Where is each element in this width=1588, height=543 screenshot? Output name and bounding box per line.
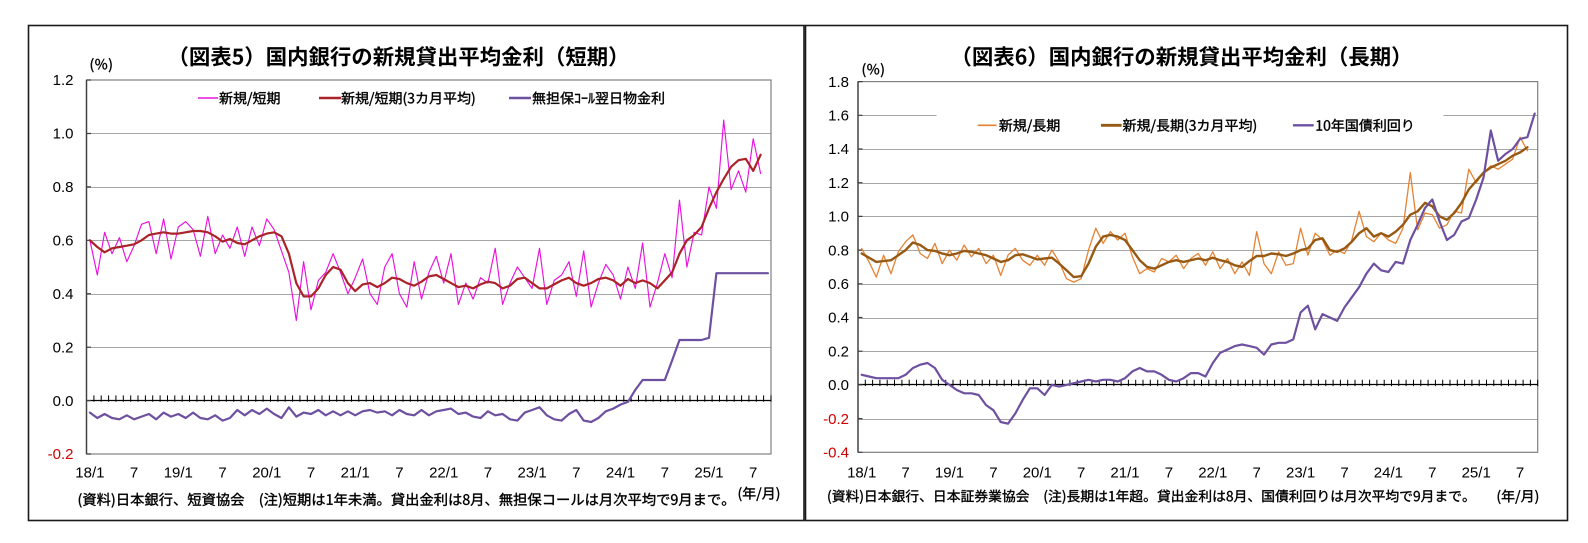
svg-text:19/1: 19/1 (164, 465, 193, 482)
svg-text:22/1: 22/1 (1198, 465, 1227, 482)
svg-text:0.4: 0.4 (53, 286, 74, 303)
svg-text:1.2: 1.2 (828, 175, 849, 192)
svg-text:7: 7 (1253, 465, 1261, 482)
svg-text:0.4: 0.4 (828, 310, 849, 327)
svg-text:-0.2: -0.2 (823, 411, 849, 428)
svg-text:25/1: 25/1 (694, 465, 723, 482)
svg-text:24/1: 24/1 (1374, 465, 1403, 482)
svg-text:20/1: 20/1 (1023, 465, 1052, 482)
svg-text:7: 7 (1340, 465, 1348, 482)
svg-text:21/1: 21/1 (341, 465, 370, 482)
svg-text:7: 7 (1165, 465, 1173, 482)
svg-text:7: 7 (307, 465, 315, 482)
svg-text:7: 7 (901, 465, 909, 482)
svg-text:24/1: 24/1 (606, 465, 635, 482)
svg-text:7: 7 (1077, 465, 1085, 482)
svg-text:22/1: 22/1 (429, 465, 458, 482)
svg-text:19/1: 19/1 (935, 465, 964, 482)
svg-text:7: 7 (989, 465, 997, 482)
svg-text:0.6: 0.6 (53, 233, 74, 250)
svg-text:-0.2: -0.2 (48, 446, 74, 463)
svg-text:7: 7 (1428, 465, 1436, 482)
svg-text:7: 7 (749, 465, 757, 482)
svg-text:0.2: 0.2 (828, 343, 849, 360)
svg-text:-0.4: -0.4 (823, 445, 849, 462)
svg-text:0.6: 0.6 (828, 276, 849, 293)
svg-text:0.0: 0.0 (53, 393, 74, 410)
svg-text:1.0: 1.0 (828, 209, 849, 226)
svg-text:23/1: 23/1 (1286, 465, 1315, 482)
svg-text:0.8: 0.8 (828, 242, 849, 259)
svg-text:0.8: 0.8 (53, 179, 74, 196)
svg-text:7: 7 (572, 465, 580, 482)
svg-text:1.8: 1.8 (828, 74, 849, 91)
svg-text:7: 7 (218, 465, 226, 482)
svg-text:18/1: 18/1 (847, 465, 876, 482)
svg-text:7: 7 (484, 465, 492, 482)
svg-text:7: 7 (130, 465, 138, 482)
svg-text:23/1: 23/1 (517, 465, 546, 482)
svg-text:25/1: 25/1 (1462, 465, 1491, 482)
svg-text:1.2: 1.2 (53, 72, 74, 89)
svg-text:20/1: 20/1 (252, 465, 281, 482)
svg-text:0.0: 0.0 (828, 377, 849, 394)
svg-text:1.0: 1.0 (53, 126, 74, 143)
svg-text:7: 7 (395, 465, 403, 482)
svg-text:7: 7 (1516, 465, 1524, 482)
svg-text:1.4: 1.4 (828, 141, 849, 158)
svg-text:18/1: 18/1 (75, 465, 104, 482)
svg-text:1.6: 1.6 (828, 108, 849, 125)
svg-text:0.2: 0.2 (53, 339, 74, 356)
svg-text:7: 7 (661, 465, 669, 482)
svg-text:21/1: 21/1 (1110, 465, 1139, 482)
